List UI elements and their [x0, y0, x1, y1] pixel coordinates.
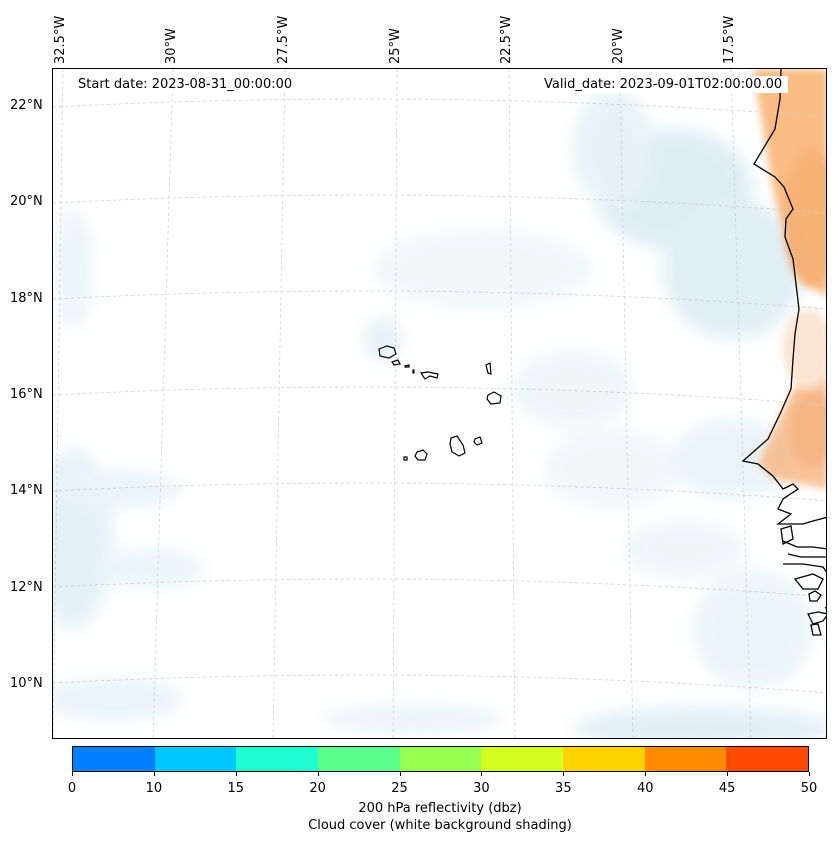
- colorbar-tick-mark: [235, 772, 237, 776]
- colorbar-tick-mark: [727, 772, 729, 776]
- colorbar-tick-mark: [153, 772, 155, 776]
- colorbar-segment: [73, 747, 155, 771]
- colorbar-tick-label: 20: [309, 781, 326, 796]
- longitude-label: 20°W: [611, 28, 626, 64]
- colorbar-sublabel: Cloud cover (white background shading): [308, 818, 572, 833]
- island-outlines: [378, 345, 502, 461]
- colorbar-segment: [726, 747, 809, 771]
- longitude-label: 32.5°W: [53, 15, 68, 64]
- colorbar-tick-label: 10: [145, 781, 163, 796]
- colorbar-segment: [399, 747, 482, 771]
- colorbar-segment: [154, 747, 237, 771]
- colorbar-tick-mark: [317, 772, 319, 776]
- colorbar-tick-label: 35: [555, 781, 572, 796]
- colorbar-tick-mark: [809, 772, 810, 776]
- graticule: [53, 69, 826, 738]
- longitude-label: 17.5°W: [722, 15, 737, 64]
- map-canvas: [53, 69, 826, 738]
- colorbar-tick-label: 15: [227, 781, 245, 796]
- latitude-label: 18°N: [10, 291, 43, 306]
- colorbar-tick-mark: [645, 772, 647, 776]
- colorbar-tick-label: 30: [473, 781, 490, 796]
- longitude-label: 27.5°W: [276, 15, 291, 64]
- longitude-label: 30°W: [164, 28, 179, 64]
- latitude-label: 14°N: [10, 483, 43, 498]
- colorbar-segment: [644, 747, 727, 771]
- latitude-label: 22°N: [10, 98, 43, 113]
- colorbar-tick-label: 25: [391, 781, 408, 796]
- colorbar-tick-mark: [563, 772, 565, 776]
- colorbar-tick-mark: [481, 772, 483, 776]
- cloud-shading: [53, 89, 826, 738]
- latitude-label: 20°N: [10, 194, 43, 209]
- colorbar-tick-label: 50: [800, 781, 818, 796]
- coastline: [741, 69, 826, 636]
- map-panel: [52, 68, 827, 739]
- colorbar-tick-label: 45: [718, 781, 736, 796]
- latitude-label: 16°N: [10, 387, 43, 402]
- start-date-label: Start date: 2023-08-31_00:00:00: [72, 76, 299, 93]
- colorbar-segment: [318, 747, 400, 771]
- colorbar-tick-mark: [72, 772, 73, 776]
- colorbar-tick-mark: [399, 772, 401, 776]
- valid-date-label: Valid_date: 2023-09-01T02:00:00.00: [538, 76, 789, 93]
- colorbar: [72, 746, 809, 772]
- latitude-label: 12°N: [10, 580, 43, 595]
- colorbar-segment: [236, 747, 319, 771]
- colorbar-segment: [481, 747, 564, 771]
- latitude-label: 10°N: [10, 676, 43, 691]
- longitude-label: 22.5°W: [499, 15, 514, 64]
- colorbar-label: 200 hPa reflectivity (dbz): [358, 801, 522, 816]
- longitude-label: 25°W: [388, 28, 403, 64]
- reflectivity-shading: [753, 69, 826, 489]
- colorbar-tick-label: 0: [67, 781, 77, 796]
- colorbar-segment: [563, 747, 645, 771]
- colorbar-tick-label: 40: [636, 781, 654, 796]
